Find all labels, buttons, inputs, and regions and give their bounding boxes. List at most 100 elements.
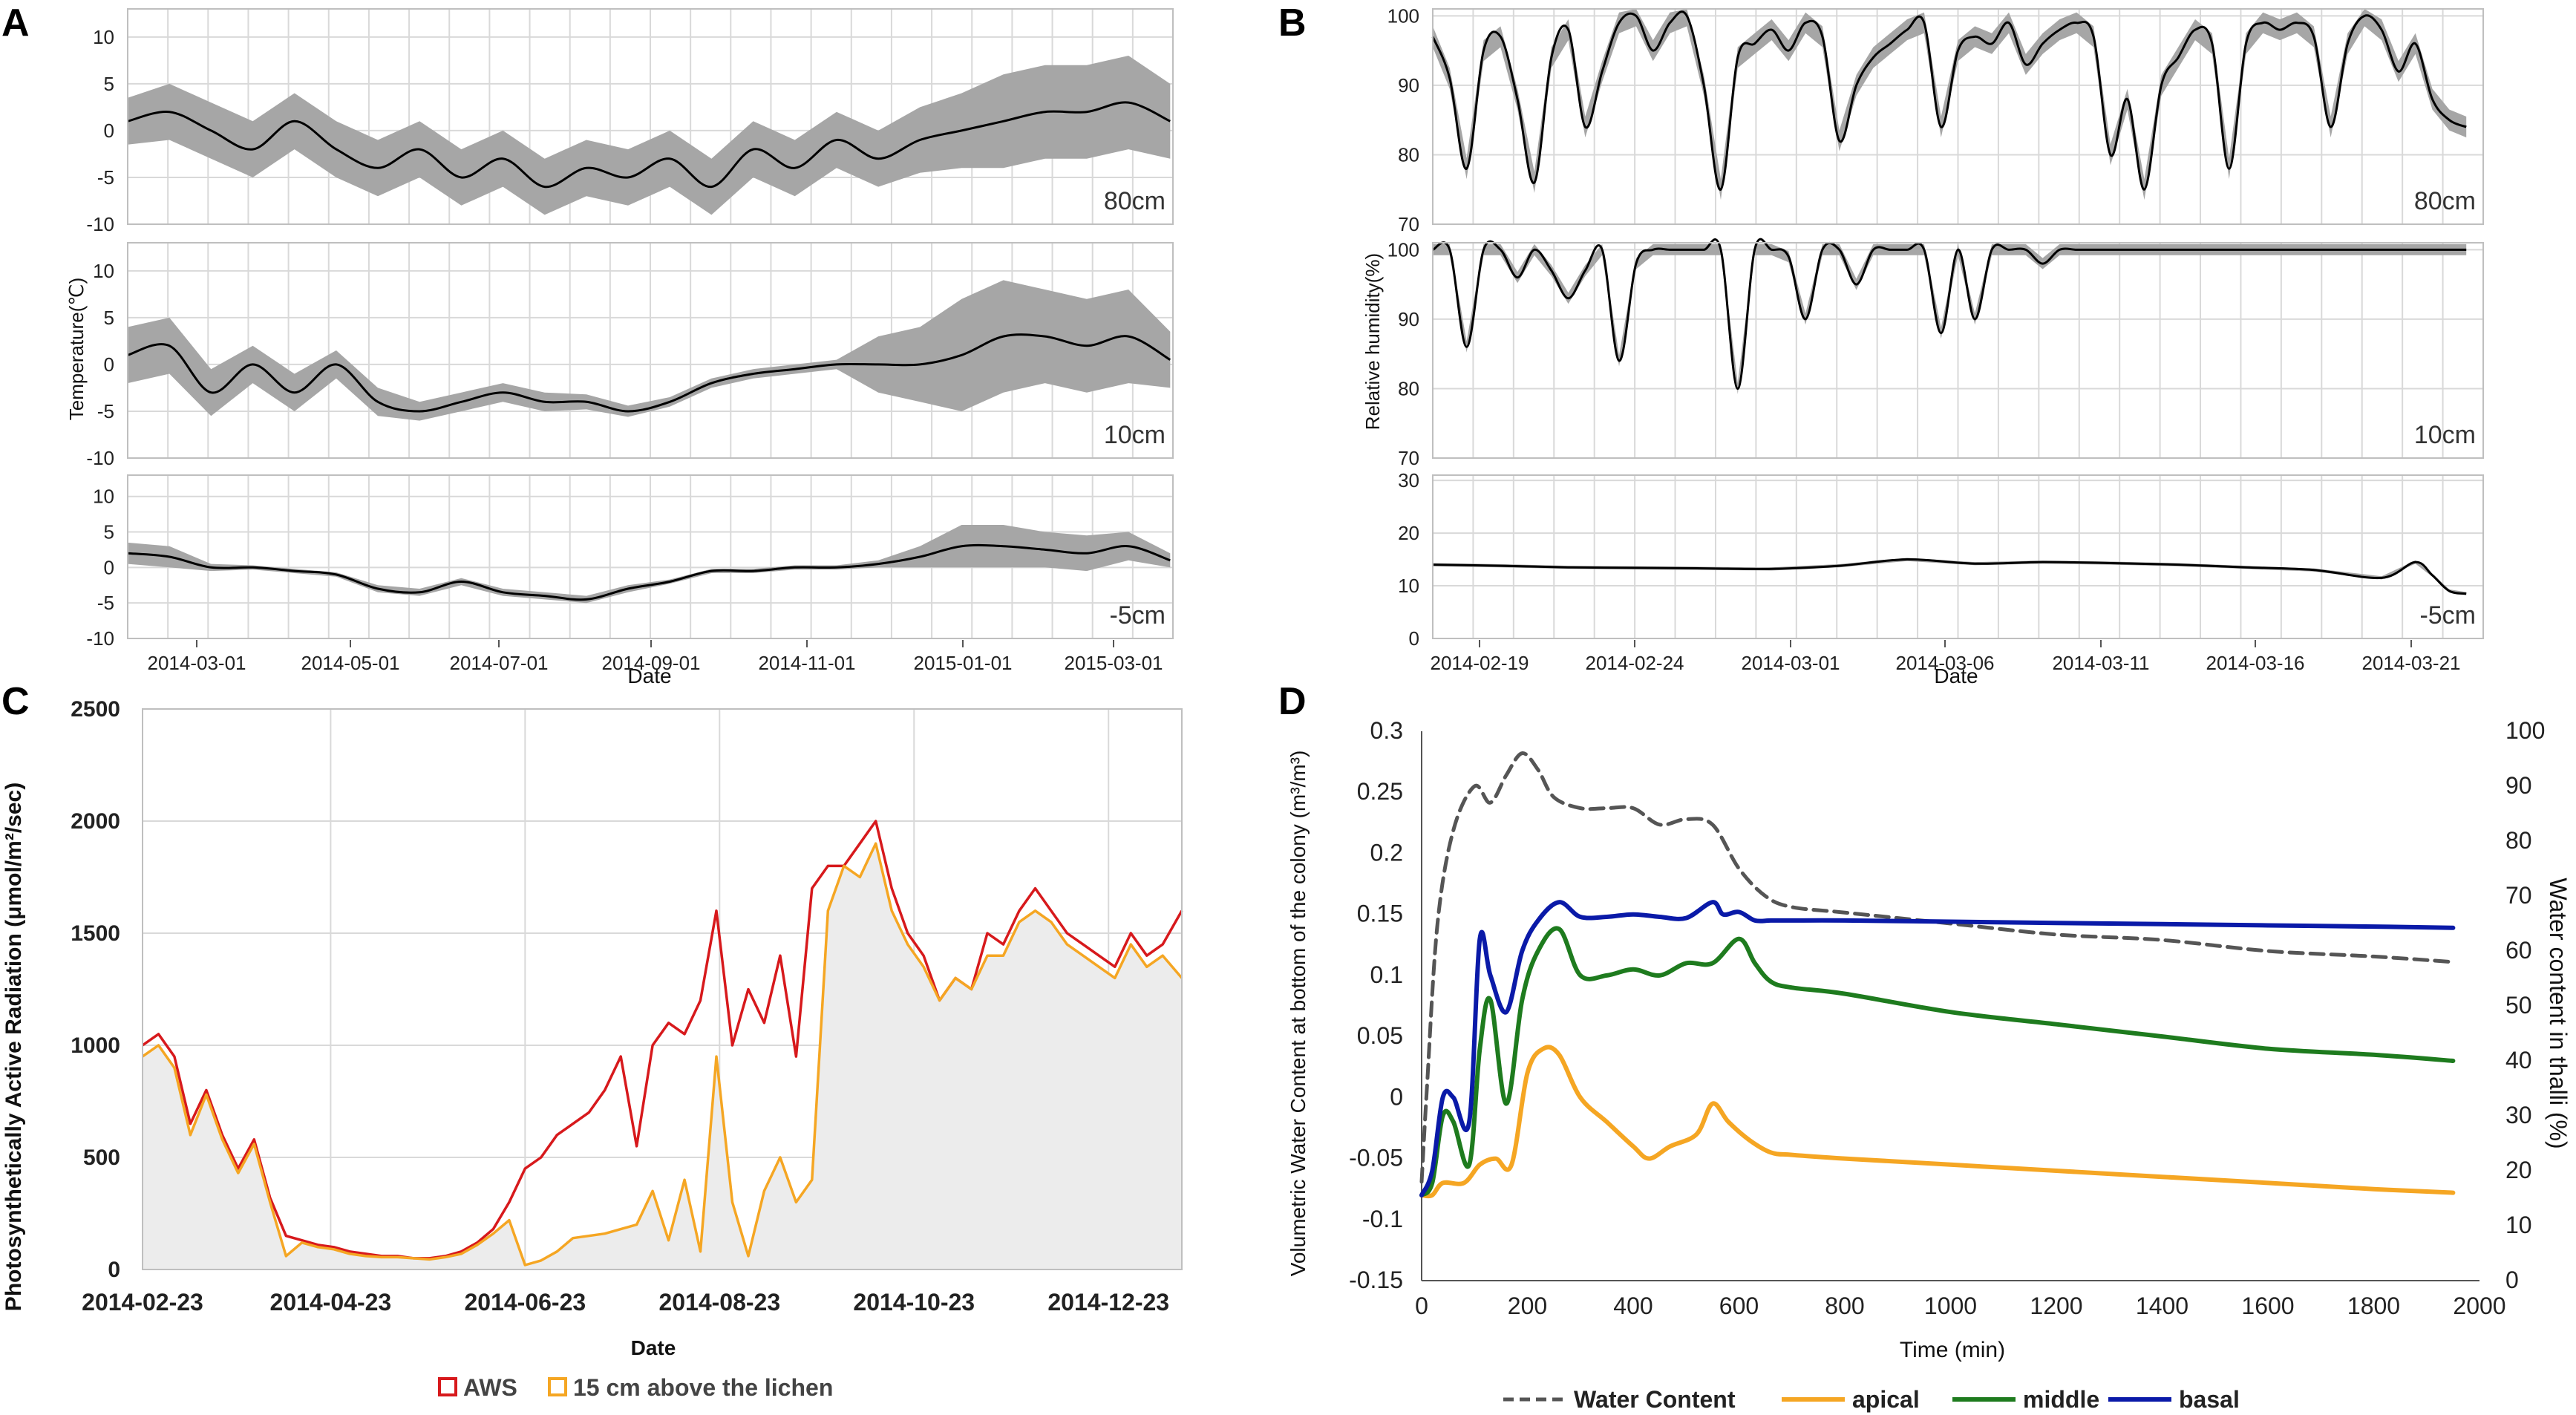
- x-tick-label: 1600: [2241, 1293, 2294, 1319]
- subplot-border: [1432, 8, 2484, 225]
- subplot-10cm: 100 90 80 70 10cm: [1387, 238, 2484, 469]
- y-tick-label: 0: [108, 1258, 120, 1282]
- subplot-label: 80cm: [2414, 187, 2476, 215]
- y-tick-label: 90: [1398, 74, 1419, 97]
- y-right-tick-label: 100: [2505, 717, 2545, 744]
- x-tick-label: 2014-02-19: [1431, 652, 1529, 674]
- panel-a-ylabel: Temperature(℃): [65, 278, 88, 420]
- y-right-tick-label: 10: [2505, 1212, 2532, 1238]
- panel-a-chart: Temperature(℃) Date 10 5 0 -5 -10 80cm 10 5 0 -5 -…: [65, 8, 1174, 687]
- y-tick-label: 80: [1398, 143, 1419, 166]
- x-tick-label: 2014-10-23: [853, 1289, 975, 1316]
- series-line-apical: [1419, 1045, 2456, 1199]
- y-tick-label: 5: [104, 73, 114, 95]
- panel-c-legend: AWS 15 cm above the lichen: [438, 1374, 833, 1401]
- y-tick-label: 10: [93, 486, 114, 508]
- y-right-tick-label: 70: [2505, 882, 2532, 909]
- panel-d-ylabel-right: Water content in thalli (%): [2545, 878, 2572, 1148]
- y-tick-label: 5: [104, 521, 114, 543]
- legend-label: Water Content: [1574, 1386, 1736, 1413]
- panel-label-a: A: [1, 1, 30, 45]
- y-tick-label: -10: [86, 627, 114, 650]
- panel-a-subplots: 10 5 0 -5 -10 80cm 10 5 0 -5 -10 10cm 10 5 0 -5 -10 -5cm: [86, 8, 1174, 650]
- panel-c-chart: Photosynthetically Active Radiation (μmo…: [1, 697, 1183, 1401]
- x-tick-label: 2014-03-21: [2362, 652, 2461, 674]
- y-right-tick-label: 0: [2505, 1267, 2519, 1293]
- panel-b-chart: Relative humidity(%) Date 100 90 80 70 80cm 1…: [1361, 4, 2484, 687]
- y-tick-label: -10: [86, 447, 114, 469]
- subplot-border: [127, 474, 1174, 639]
- y-tick-label: 10: [93, 260, 114, 282]
- panel-a-x-ticks: 2014-03-01 2014-05-01 2014-07-01 2014-09-01…: [148, 640, 1163, 674]
- x-tick-label: 2014-09-01: [602, 652, 701, 674]
- legend-swatch: [438, 1377, 457, 1396]
- y-tick-label: 100: [1387, 4, 1419, 27]
- x-tick-label: 2000: [2453, 1293, 2505, 1319]
- y-tick-label: 2500: [71, 697, 120, 722]
- y-left-tick-label: 0: [1390, 1083, 1403, 1110]
- y-tick-label: 90: [1398, 308, 1419, 330]
- y-tick-label: 500: [83, 1146, 120, 1170]
- panel-b-xlabel: Date: [1934, 664, 1978, 687]
- panel-label-b: B: [1278, 1, 1307, 45]
- y-tick-label: 1500: [71, 921, 120, 946]
- legend-label: basal: [2179, 1386, 2240, 1413]
- legend-label: AWS: [463, 1374, 517, 1401]
- y-right-tick-label: 30: [2505, 1102, 2532, 1128]
- series-line: [1432, 558, 2467, 595]
- y-tick-label: -10: [86, 213, 114, 235]
- x-tick-label: 2014-03-16: [2206, 652, 2305, 674]
- x-tick-label: 800: [1825, 1293, 1864, 1319]
- x-tick-label: 2014-03-11: [2052, 652, 2149, 674]
- subplot-border: [127, 242, 1174, 459]
- subplot--5cm: 10 5 0 -5 -10 -5cm: [86, 474, 1174, 650]
- y-left-tick-label: 0.05: [1357, 1022, 1403, 1049]
- panel-d-xlabel: Time (min): [1900, 1338, 2005, 1362]
- y-tick-label: 70: [1398, 213, 1419, 235]
- x-tick-label: 2015-01-01: [914, 652, 1013, 674]
- panel-c-xlabel: Date: [631, 1336, 676, 1359]
- subplot-label: 80cm: [1104, 187, 1166, 215]
- y-left-tick-label: 0.1: [1370, 961, 1403, 988]
- subplot-label: 10cm: [1104, 421, 1166, 449]
- subplot-border: [1432, 242, 2484, 459]
- series-line-basal: [1419, 900, 2456, 1197]
- y-right-tick-label: 20: [2505, 1157, 2532, 1183]
- subplot--5cm: 30 20 10 0 -5cm: [1398, 469, 2484, 650]
- series-line-middle: [1419, 926, 2456, 1197]
- x-tick-label: 2014-06-23: [464, 1289, 586, 1316]
- y-tick-label: 80: [1398, 377, 1419, 399]
- y-tick-label: -5: [97, 592, 114, 614]
- x-tick-label: 1400: [2136, 1293, 2188, 1319]
- y-right-tick-label: 50: [2505, 992, 2532, 1019]
- y-tick-label: 2000: [71, 809, 120, 834]
- band-area: [1433, 558, 2467, 595]
- y-left-tick-label: 0.2: [1370, 839, 1403, 866]
- series-line-aws: [141, 820, 1183, 1260]
- legend-label: middle: [2023, 1386, 2099, 1413]
- legend-label: 15 cm above the lichen: [573, 1374, 833, 1401]
- x-tick-label: 2014-05-01: [301, 652, 400, 674]
- x-tick-label: 2015-03-01: [1065, 652, 1163, 674]
- legend-swatch: [548, 1377, 567, 1396]
- subplot-label: -5cm: [2419, 601, 2476, 630]
- subplot-label: -5cm: [1109, 601, 1166, 630]
- y-left-tick-label: -0.15: [1349, 1267, 1403, 1293]
- y-right-tick-label: 60: [2505, 937, 2532, 964]
- y-tick-label: 0: [104, 556, 114, 578]
- panel-c-ylabel: Photosynthetically Active Radiation (μmo…: [1, 782, 26, 1311]
- legend-label: apical: [1852, 1386, 1920, 1413]
- panel-label-d: D: [1278, 680, 1307, 723]
- area-fill: [143, 843, 1182, 1269]
- y-left-tick-label: 0.3: [1370, 717, 1403, 744]
- y-tick-label: 70: [1398, 447, 1419, 469]
- y-left-tick-label: 0.15: [1357, 901, 1403, 927]
- x-tick-label: 2014-03-01: [148, 652, 246, 674]
- subplot-border: [1432, 474, 2484, 639]
- y-tick-label: 0: [1409, 627, 1419, 650]
- subplot-label: 10cm: [2414, 421, 2476, 449]
- panel-b-ylabel: Relative humidity(%): [1361, 253, 1384, 430]
- x-tick-label: 1000: [1924, 1293, 1977, 1319]
- y-tick-label: 20: [1398, 522, 1419, 544]
- y-tick-label: 30: [1398, 469, 1419, 491]
